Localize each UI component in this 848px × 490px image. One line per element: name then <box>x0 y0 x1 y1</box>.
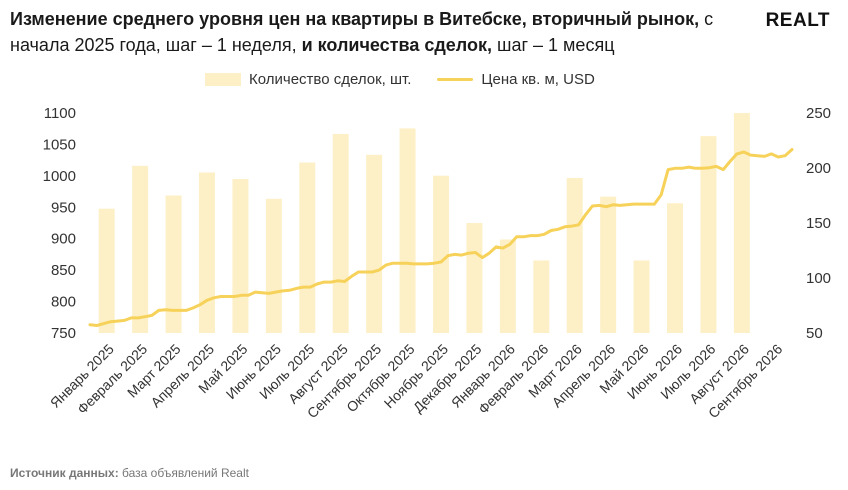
price-line <box>88 148 794 327</box>
y-right-tick-200: 200 <box>806 160 831 177</box>
chart-legend: Количество сделок, шт. Цена кв. м, USD <box>205 68 621 90</box>
legend-swatch-line <box>437 77 474 81</box>
bar-18 <box>667 203 683 333</box>
bar-2 <box>132 165 149 333</box>
bar-15 <box>566 177 583 333</box>
bar-10 <box>399 128 416 333</box>
title-normal-1: с начала 2025 года, шаг – 1 неделя, <box>10 9 714 55</box>
bar-20 <box>733 113 750 333</box>
y-left-tick-850: 850 <box>51 262 76 279</box>
bar-16 <box>600 196 617 333</box>
title-bold-2: и количества сделок, <box>301 35 493 55</box>
source-label: Источник данных: <box>10 466 119 480</box>
y-left-tick-1000: 1000 <box>43 168 76 185</box>
legend-swatch-bars <box>205 72 241 86</box>
y-right-tick-50: 50 <box>806 325 823 342</box>
data-source: Источник данных: база объявлений Realt <box>10 466 249 480</box>
bar-11 <box>433 175 449 333</box>
realt-logo: REALT <box>765 10 830 31</box>
y-left-tick-900: 900 <box>51 231 76 248</box>
y-left-tick-800: 800 <box>51 294 76 311</box>
bar-6 <box>265 198 282 333</box>
bar-8 <box>332 133 349 333</box>
bar-14 <box>533 260 550 333</box>
legend-label-line: Цена кв. м, USD <box>481 70 595 88</box>
title-normal-2: шаг – 1 месяц <box>492 35 615 55</box>
bar-5 <box>232 179 249 333</box>
title-bold-1: Изменение среднего уровня цен на квартир… <box>10 9 700 29</box>
source-text: база объявлений Realt <box>118 466 249 480</box>
y-right-tick-150: 150 <box>806 215 831 232</box>
y-left-tick-750: 750 <box>51 325 76 342</box>
legend-item-line: Цена кв. м, USD <box>437 70 595 88</box>
legend-label-bars: Количество сделок, шт. <box>249 70 412 88</box>
bar-7 <box>299 162 316 333</box>
bar-1 <box>98 208 115 333</box>
bar-4 <box>199 172 215 333</box>
chart-title: Изменение среднего уровня цен на квартир… <box>10 6 730 58</box>
y-left-tick-1050: 1050 <box>43 136 76 153</box>
bar-19 <box>700 136 717 333</box>
y-left-tick-1100: 1100 <box>44 105 76 122</box>
bar-9 <box>366 154 383 333</box>
y-left-tick-950: 950 <box>51 199 76 216</box>
bar-3 <box>165 195 182 333</box>
bar-12 <box>466 223 483 333</box>
legend-item-bars: Количество сделок, шт. <box>205 71 411 88</box>
y-right-tick-100: 100 <box>806 270 831 287</box>
y-right-tick-250: 250 <box>806 105 831 122</box>
bar-13 <box>499 239 516 333</box>
bar-17 <box>633 260 650 333</box>
